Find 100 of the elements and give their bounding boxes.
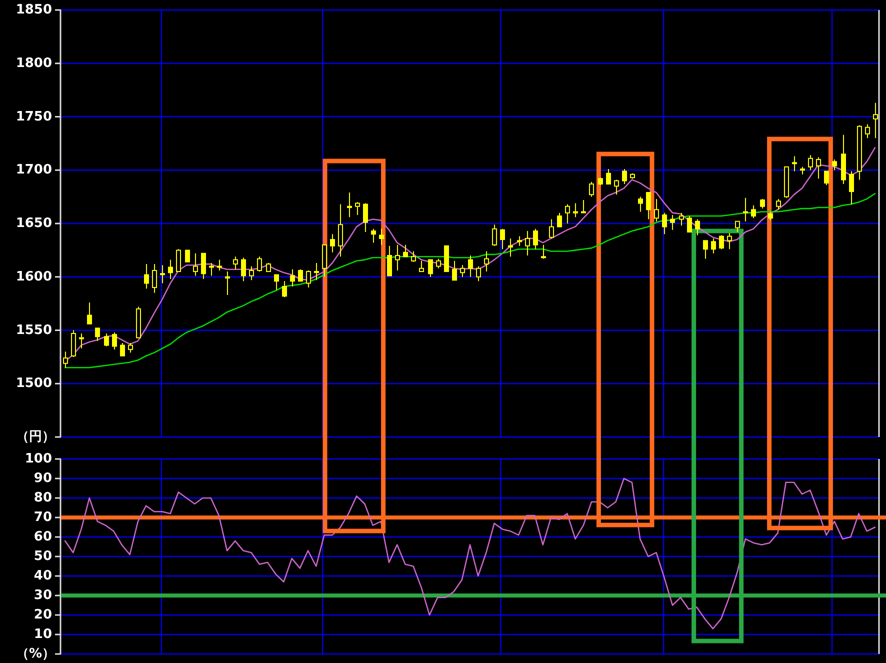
- candlestick: [257, 256, 262, 272]
- candlestick: [719, 234, 724, 250]
- candlestick: [160, 264, 165, 284]
- candlestick: [525, 230, 530, 256]
- candlestick: [225, 271, 230, 296]
- y-tick-label: 60: [34, 530, 52, 544]
- candlestick: [403, 244, 408, 258]
- candlestick: [298, 268, 303, 282]
- candlestick: [581, 200, 586, 214]
- candlestick: [452, 260, 457, 281]
- line-series: [64, 192, 876, 368]
- candlestick: [687, 216, 692, 233]
- candlestick: [395, 244, 400, 271]
- candlestick: [338, 204, 343, 258]
- candlestick: [444, 245, 449, 272]
- candlestick: [347, 192, 352, 218]
- candlestick: [185, 250, 190, 262]
- y-tick-label: 1750: [16, 109, 52, 124]
- candlestick: [282, 280, 287, 298]
- line-series: [64, 478, 876, 630]
- candlestick: [274, 274, 279, 290]
- candlestick: [670, 214, 675, 230]
- candlestick: [63, 351, 68, 368]
- y-tick-label: 1700: [16, 162, 52, 178]
- candlestick: [541, 244, 546, 260]
- y-tick-label: 1600: [16, 269, 52, 284]
- y-tick-label: 70: [34, 510, 52, 525]
- candlestick: [768, 211, 773, 221]
- candlestick: [379, 228, 384, 246]
- y-tick-label: 80: [34, 490, 52, 506]
- candlestick: [468, 255, 473, 278]
- candlestick: [112, 332, 117, 350]
- y-tick-label: 1500: [16, 376, 52, 392]
- candlestick: [703, 240, 708, 260]
- candlestick: [824, 170, 829, 186]
- candlestick: [533, 228, 538, 250]
- candlestick: [743, 197, 748, 222]
- candlestick: [176, 248, 181, 272]
- candlestick: [249, 266, 254, 281]
- candlestick: [201, 252, 206, 280]
- candlestick: [849, 170, 854, 205]
- candlestick: [614, 179, 619, 196]
- candlestick: [622, 168, 627, 184]
- candlestick: [104, 332, 109, 347]
- candlestick: [428, 259, 433, 278]
- candlestick: [314, 262, 319, 281]
- y-tick-label: 20: [34, 608, 52, 622]
- candlestick: [832, 158, 837, 171]
- y-tick-label: 50: [34, 549, 52, 564]
- candlestick: [476, 266, 481, 282]
- candlestick: [95, 328, 100, 342]
- candlestick: [193, 252, 198, 276]
- y-tick-label: 1650: [16, 216, 52, 231]
- candlestick: [79, 332, 84, 349]
- candlestick: [484, 250, 489, 272]
- candlestick: [573, 202, 578, 218]
- candlestick: [776, 198, 781, 210]
- candlestick: [508, 238, 513, 258]
- candlestick: [662, 212, 667, 235]
- candlestick: [330, 234, 335, 253]
- candlestick: [598, 177, 603, 186]
- candlestick: [355, 202, 360, 216]
- candlestick: [517, 236, 522, 246]
- y-axis-title: （%）: [16, 646, 55, 662]
- candlestick: [120, 342, 125, 356]
- candlestick: [646, 192, 651, 220]
- y-tick-label: 10: [34, 627, 52, 642]
- candlestick: [87, 302, 92, 324]
- candlestick: [857, 124, 862, 180]
- candlestick: [306, 270, 311, 288]
- y-tick-label: 1800: [16, 56, 52, 71]
- candlestick: [322, 244, 327, 278]
- candlestick: [695, 218, 700, 236]
- candlestick: [387, 245, 392, 276]
- candlestick: [71, 330, 76, 358]
- y-tick-label: 30: [34, 588, 52, 603]
- y-tick-label: 1850: [16, 2, 52, 18]
- y-tick-label: 90: [34, 471, 52, 486]
- candlestick: [136, 306, 141, 338]
- candlestick: [606, 168, 611, 184]
- candlestick: [217, 259, 222, 271]
- candlestick: [630, 172, 635, 180]
- candlestick: [654, 198, 659, 222]
- candlestick: [711, 238, 716, 254]
- candlestick: [751, 204, 756, 219]
- candlestick: [266, 262, 271, 272]
- candlestick: [500, 228, 505, 250]
- candlestick: [144, 264, 149, 290]
- y-tick-label: 1550: [16, 322, 52, 338]
- candlestick: [419, 260, 424, 272]
- candlestick: [638, 196, 643, 212]
- candlestick: [460, 264, 465, 278]
- candlestick: [841, 134, 846, 184]
- candlestick: [800, 166, 805, 175]
- candlestick: [865, 124, 870, 139]
- candlestick: [411, 250, 416, 262]
- candlestick: [152, 264, 157, 294]
- candlestick: [436, 258, 441, 269]
- candlestick: [128, 342, 133, 354]
- candlestick: [557, 212, 562, 228]
